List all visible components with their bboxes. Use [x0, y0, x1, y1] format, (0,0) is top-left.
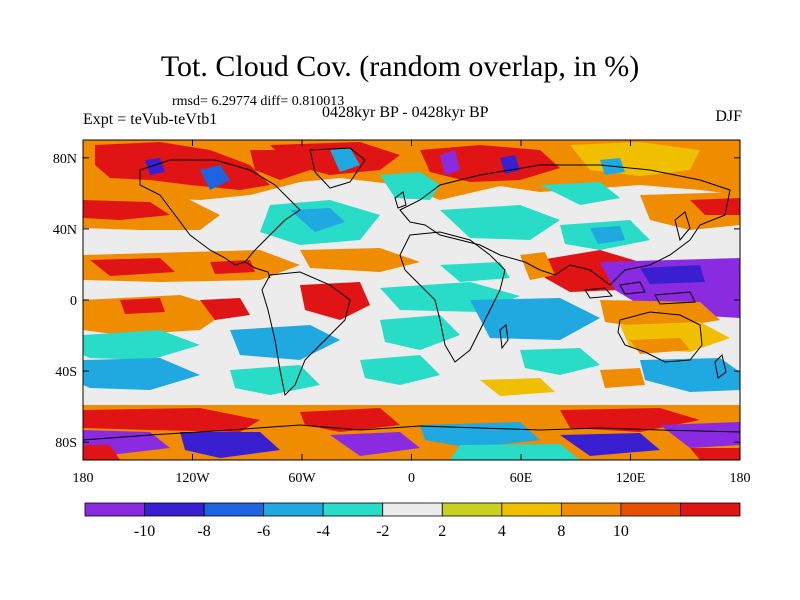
colorbar-swatch: [263, 502, 324, 517]
lon-tick-label: 180: [73, 471, 94, 486]
colorbar-label: -4: [317, 523, 330, 540]
experiment-label: Expt = teVub-teVtb1: [83, 111, 218, 128]
colorbar-label: -10: [134, 523, 155, 540]
colorbar-swatch: [322, 502, 384, 517]
colorbar-swatch: [203, 502, 265, 517]
season-label: DJF: [715, 108, 742, 125]
lat-tick-label: 40N: [53, 223, 77, 238]
colorbar-swatch: [382, 502, 443, 517]
colorbar-swatch: [144, 502, 205, 517]
colorbar-swatch: [560, 502, 622, 517]
lon-tick-label: 120E: [616, 471, 646, 486]
rmsd-diff-stats: rmsd= 6.29774 diff= 0.810013: [172, 94, 345, 109]
coastlines: [83, 147, 740, 441]
arctic-anomaly-band: [83, 140, 740, 205]
colorbar-swatch: [620, 502, 681, 517]
colorbar-label: -6: [257, 523, 270, 540]
colorbar-label: -8: [197, 523, 210, 540]
midlatitude-anomalies: [83, 192, 740, 250]
anomaly-field: [83, 140, 740, 460]
lon-tick-label: 60W: [288, 471, 316, 486]
lat-tick-label: 40S: [55, 365, 77, 380]
tropical-anomalies: [83, 248, 740, 360]
colorbar-swatch: [84, 502, 145, 517]
period-label: 0428kyr BP - 0428kyr BP: [322, 104, 489, 121]
lon-tick-label: 0: [408, 471, 415, 486]
southern-anomalies: [83, 348, 740, 396]
colorbar-label: -2: [376, 523, 389, 540]
lon-tick-label: 120W: [175, 471, 210, 486]
lat-tick-label: 80N: [53, 152, 77, 167]
lon-tick-label: 60E: [510, 471, 533, 486]
colorbar-swatch: [441, 502, 503, 517]
lat-tick-label: 0: [70, 294, 77, 309]
colorbar-label: 4: [498, 523, 506, 540]
colorbar-label: 2: [438, 523, 446, 540]
colorbar-label: 8: [557, 523, 565, 540]
colorbar-swatch: [501, 502, 562, 517]
lon-tick-label: 180: [730, 471, 751, 486]
antarctic-anomaly-band: [83, 405, 740, 460]
colorbar-swatch: [680, 502, 741, 517]
axis-ticks: 80N 40N 0 40S 80S 180 120W 60W 0 60E 120E 180: [53, 140, 751, 486]
plot-title: Tot. Cloud Cov. (random overlap, in %): [160, 50, 640, 83]
colorbar-label: 10: [613, 523, 629, 540]
colorbar: -10 -8 -6 -4 -2 2 4 8 10: [84, 502, 741, 540]
lat-tick-label: 80S: [55, 436, 77, 451]
